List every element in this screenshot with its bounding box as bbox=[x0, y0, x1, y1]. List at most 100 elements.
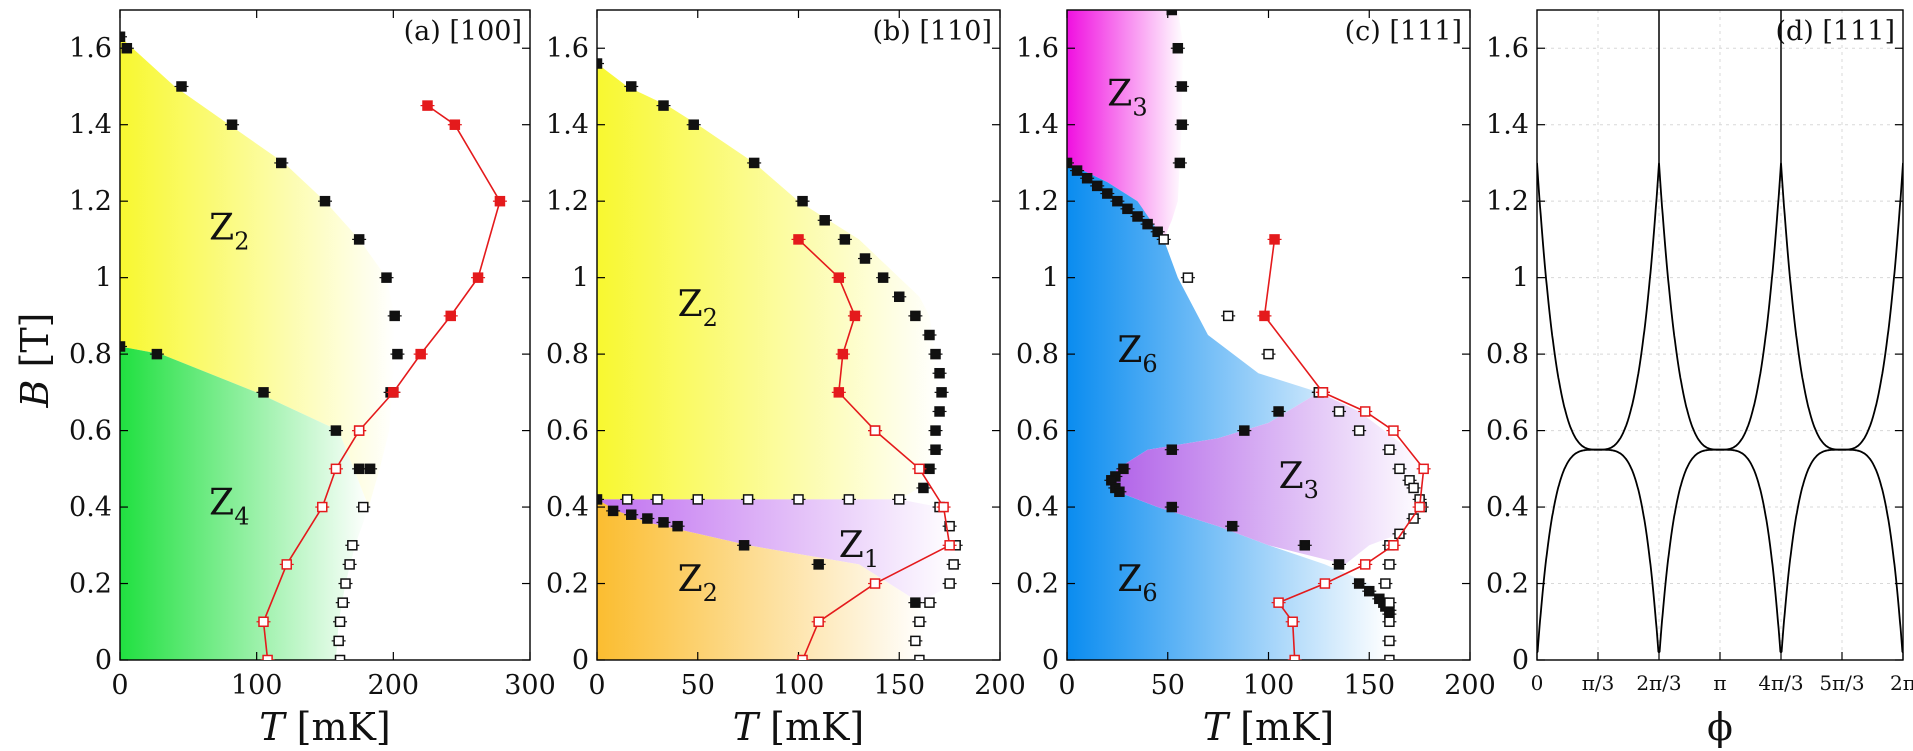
data-point bbox=[1394, 463, 1405, 475]
data-point bbox=[1118, 463, 1129, 475]
data-point bbox=[924, 329, 935, 341]
data-point bbox=[1071, 165, 1083, 176]
series-red_filled bbox=[791, 234, 883, 436]
data-point bbox=[894, 291, 905, 303]
x-tick-label: 50 bbox=[1151, 670, 1185, 701]
data-point bbox=[793, 494, 804, 505]
data-point bbox=[652, 494, 663, 505]
y-tick-label: 1 bbox=[95, 263, 112, 294]
y-tick-label: 0.8 bbox=[69, 339, 112, 370]
x-axis-label: T [mK] bbox=[1203, 705, 1335, 749]
series-line bbox=[358, 104, 501, 432]
region-z4 bbox=[120, 346, 369, 660]
data-point bbox=[797, 654, 808, 660]
data-point bbox=[793, 234, 804, 245]
y-tick-label: 1.4 bbox=[1016, 110, 1059, 141]
data-point bbox=[910, 635, 921, 647]
data-point bbox=[1091, 180, 1103, 192]
data-point bbox=[1112, 195, 1123, 207]
y-tick-label: 0 bbox=[1512, 645, 1529, 676]
data-point bbox=[837, 348, 849, 360]
y-axis-label-var: B bbox=[13, 380, 57, 409]
region-z3-lower bbox=[1107, 392, 1426, 565]
series-black_open bbox=[331, 501, 371, 660]
data-point bbox=[1172, 42, 1184, 54]
data-point bbox=[1142, 218, 1153, 230]
data-point bbox=[894, 494, 905, 505]
data-point bbox=[738, 540, 750, 551]
data-point bbox=[944, 540, 955, 551]
y-tick-label: 1.2 bbox=[69, 186, 112, 217]
series-line bbox=[1263, 239, 1324, 393]
data-point bbox=[1122, 203, 1133, 215]
y-axis-label: B [T] bbox=[13, 312, 57, 408]
y-tick-label: 1.6 bbox=[546, 33, 589, 64]
data-point bbox=[597, 58, 603, 69]
data-point bbox=[813, 616, 824, 628]
data-point bbox=[877, 272, 889, 283]
data-point bbox=[597, 494, 603, 505]
region-label: Z2 bbox=[209, 207, 249, 255]
panel-frame bbox=[119, 9, 531, 661]
data-point bbox=[1239, 425, 1250, 436]
data-point bbox=[1289, 654, 1300, 660]
region-label: Z2 bbox=[678, 284, 718, 332]
panel-d: 0 0.2 0.4 0.6 0.8 1 1.2 1.4 1.6 0 π/3 2π/3 π 4π/3 5π/3… bbox=[1486, 9, 1913, 749]
data-point bbox=[1259, 310, 1270, 322]
data-point bbox=[914, 654, 925, 660]
data-point bbox=[1353, 578, 1365, 589]
data-point bbox=[607, 505, 619, 517]
data-point bbox=[1226, 520, 1238, 532]
series-red_open bbox=[1271, 387, 1431, 660]
series-black_open bbox=[620, 494, 963, 660]
data-point bbox=[1158, 234, 1169, 245]
data-point bbox=[333, 635, 344, 647]
data-point bbox=[1263, 348, 1274, 360]
data-point bbox=[930, 425, 941, 436]
x-tick-label: 100 bbox=[231, 670, 283, 701]
region-label: Z3 bbox=[1107, 74, 1147, 122]
data-point bbox=[1287, 616, 1298, 628]
data-point bbox=[869, 578, 881, 589]
data-point bbox=[1359, 406, 1371, 417]
data-point bbox=[1166, 444, 1178, 455]
data-point bbox=[353, 463, 365, 475]
data-point bbox=[910, 310, 921, 322]
y-tick-label: 1 bbox=[1512, 263, 1529, 294]
y-tick-label: 0.4 bbox=[546, 492, 589, 523]
y-tick-label: 0 bbox=[572, 645, 589, 676]
data-point bbox=[849, 310, 861, 322]
data-point bbox=[415, 348, 426, 360]
data-point bbox=[843, 494, 855, 505]
y-tick-label: 1 bbox=[1042, 263, 1059, 294]
data-point bbox=[226, 119, 238, 130]
x-tick-label: 150 bbox=[1343, 670, 1395, 701]
x-tick-label: 200 bbox=[974, 670, 1026, 701]
y-tick-label: 0.2 bbox=[546, 569, 589, 600]
series-line bbox=[262, 430, 360, 660]
data-point bbox=[1222, 310, 1234, 322]
data-point bbox=[388, 387, 399, 398]
data-point bbox=[330, 425, 342, 436]
data-point bbox=[258, 387, 269, 398]
data-point bbox=[859, 253, 871, 264]
data-point bbox=[364, 463, 376, 475]
data-point bbox=[337, 597, 349, 608]
data-point bbox=[742, 494, 754, 505]
data-point bbox=[934, 406, 945, 417]
x-tick-label: 200 bbox=[368, 670, 420, 701]
data-point bbox=[944, 578, 955, 589]
data-point bbox=[924, 597, 935, 608]
data-point bbox=[120, 341, 126, 352]
x-tick-label: 200 bbox=[1444, 670, 1496, 701]
y-tick-label: 0.4 bbox=[1016, 492, 1059, 523]
data-point bbox=[317, 501, 328, 513]
y-tick-label: 1.2 bbox=[546, 186, 589, 217]
data-point bbox=[389, 310, 400, 322]
data-point bbox=[1317, 387, 1329, 398]
data-point bbox=[392, 348, 403, 360]
y-tick-label: 0.6 bbox=[546, 416, 589, 447]
x-tick-label: 0 bbox=[588, 670, 605, 701]
panel-title: (c) [111] bbox=[1345, 16, 1462, 47]
data-point bbox=[1394, 528, 1405, 540]
